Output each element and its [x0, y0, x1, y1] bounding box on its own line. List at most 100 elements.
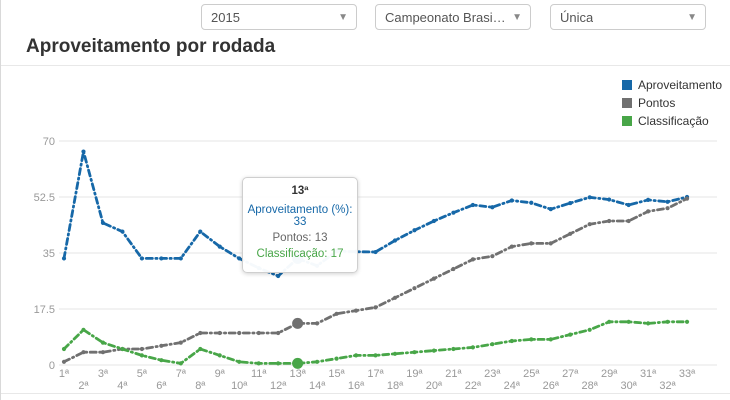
data-point-classificação[interactable] — [412, 350, 417, 355]
data-point-aproveitamento[interactable] — [61, 256, 67, 261]
data-point-pontos[interactable] — [490, 254, 495, 259]
data-point-aproveitamento[interactable] — [178, 256, 183, 261]
data-point-classificação[interactable] — [490, 342, 495, 347]
data-point-aproveitamento[interactable] — [490, 205, 495, 210]
data-point-classificação[interactable] — [276, 361, 281, 366]
data-point-pontos[interactable] — [451, 266, 456, 272]
data-point-classificação[interactable] — [315, 359, 320, 364]
data-point-pontos[interactable] — [626, 218, 631, 224]
data-point-aproveitamento[interactable] — [470, 202, 475, 208]
data-point-aproveitamento[interactable] — [529, 200, 534, 205]
data-point-classificação[interactable] — [665, 319, 670, 324]
data-point-classificação[interactable] — [198, 346, 203, 352]
data-point-pontos[interactable] — [607, 218, 612, 224]
data-point-classificação[interactable] — [334, 356, 339, 361]
data-point-pontos[interactable] — [139, 346, 144, 352]
data-point-classificação[interactable] — [217, 353, 222, 358]
data-point-aproveitamento[interactable] — [412, 228, 417, 233]
data-point-pontos[interactable] — [353, 308, 359, 313]
data-point-aproveitamento[interactable] — [548, 207, 553, 212]
data-point-aproveitamento[interactable] — [646, 197, 651, 202]
data-point-classificação[interactable] — [568, 332, 573, 337]
data-point-classificação[interactable] — [587, 327, 592, 332]
data-point-classificação[interactable] — [100, 340, 106, 345]
data-point-pontos[interactable] — [392, 295, 398, 300]
data-point-classificação[interactable] — [292, 357, 304, 369]
data-point-aproveitamento[interactable] — [100, 220, 106, 226]
data-point-classificação[interactable] — [470, 345, 475, 350]
data-point-pontos[interactable] — [529, 241, 534, 246]
data-point-aproveitamento[interactable] — [451, 210, 456, 215]
data-point-classificação[interactable] — [626, 319, 631, 324]
data-point-aproveitamento[interactable] — [276, 273, 281, 279]
data-point-pontos[interactable] — [684, 196, 690, 201]
data-point-aproveitamento[interactable] — [139, 256, 144, 261]
data-point-aproveitamento[interactable] — [509, 198, 514, 203]
data-point-pontos[interactable] — [665, 206, 670, 211]
data-point-pontos[interactable] — [412, 286, 417, 291]
data-point-pontos[interactable] — [81, 350, 86, 355]
data-point-pontos[interactable] — [509, 244, 514, 249]
data-point-pontos[interactable] — [568, 231, 573, 236]
data-point-classificação[interactable] — [431, 348, 437, 353]
data-point-pontos[interactable] — [159, 343, 164, 348]
data-point-aproveitamento[interactable] — [431, 218, 437, 224]
data-point-classificação[interactable] — [548, 337, 553, 342]
data-point-pontos[interactable] — [237, 330, 242, 336]
data-point-classificação[interactable] — [373, 353, 378, 358]
data-point-classificação[interactable] — [237, 359, 242, 364]
legend-item-classificacao[interactable]: Classificação — [622, 112, 722, 130]
data-point-classificação[interactable] — [120, 346, 125, 352]
data-point-pontos[interactable] — [315, 321, 320, 326]
data-point-aproveitamento[interactable] — [665, 199, 670, 204]
data-point-pontos[interactable] — [276, 330, 281, 336]
data-point-pontos[interactable] — [61, 359, 67, 364]
data-point-pontos[interactable] — [548, 241, 553, 246]
data-point-classificação[interactable] — [607, 319, 612, 324]
data-point-classificação[interactable] — [353, 353, 359, 358]
data-point-aproveitamento[interactable] — [626, 202, 631, 208]
data-point-pontos[interactable] — [178, 340, 183, 345]
data-point-classificação[interactable] — [178, 361, 183, 366]
data-point-aproveitamento[interactable] — [198, 229, 203, 234]
data-point-classificação[interactable] — [61, 346, 67, 352]
series-line-aproveitamento[interactable] — [62, 150, 689, 278]
data-point-classificação[interactable] — [684, 319, 690, 324]
data-point-pontos[interactable] — [100, 350, 106, 355]
legend-item-pontos[interactable]: Pontos — [622, 94, 722, 112]
data-point-aproveitamento[interactable] — [587, 195, 592, 200]
legend-item-aproveitamento[interactable]: Aproveitamento — [622, 76, 722, 94]
data-point-aproveitamento[interactable] — [217, 244, 222, 249]
data-point-aproveitamento[interactable] — [392, 238, 398, 243]
phase-select[interactable]: Única ▼ — [550, 4, 706, 30]
data-point-classificação[interactable] — [81, 327, 86, 332]
data-point-pontos[interactable] — [470, 257, 475, 262]
data-point-aproveitamento[interactable] — [568, 200, 573, 206]
data-point-pontos[interactable] — [587, 222, 592, 227]
data-point-classificação[interactable] — [509, 338, 514, 344]
data-point-classificação[interactable] — [392, 351, 398, 356]
competition-select[interactable]: Campeonato Brasileiro Sé... ▼ — [375, 4, 531, 30]
data-point-classificação[interactable] — [451, 346, 456, 352]
data-point-classificação[interactable] — [529, 337, 534, 342]
data-point-pontos[interactable] — [256, 330, 261, 336]
data-point-classificação[interactable] — [256, 361, 261, 366]
data-point-pontos[interactable] — [198, 330, 203, 336]
data-point-pontos[interactable] — [217, 330, 222, 336]
data-point-pontos[interactable] — [373, 305, 378, 310]
data-point-pontos[interactable] — [431, 276, 437, 281]
data-point-aproveitamento[interactable] — [120, 229, 125, 234]
data-point-aproveitamento[interactable] — [159, 256, 164, 261]
data-point-aproveitamento[interactable] — [81, 149, 86, 154]
data-point-aproveitamento[interactable] — [373, 249, 378, 255]
season-select[interactable]: 2015 ▼ — [201, 4, 357, 30]
data-point-classificação[interactable] — [646, 321, 651, 326]
data-point-aproveitamento[interactable] — [607, 197, 612, 202]
data-point-classificação[interactable] — [159, 358, 164, 363]
data-point-pontos[interactable] — [334, 311, 339, 316]
data-point-pontos[interactable] — [646, 209, 651, 214]
data-point-classificação[interactable] — [139, 353, 144, 358]
data-point-pontos[interactable] — [292, 317, 304, 329]
series-line-pontos[interactable] — [62, 197, 689, 364]
